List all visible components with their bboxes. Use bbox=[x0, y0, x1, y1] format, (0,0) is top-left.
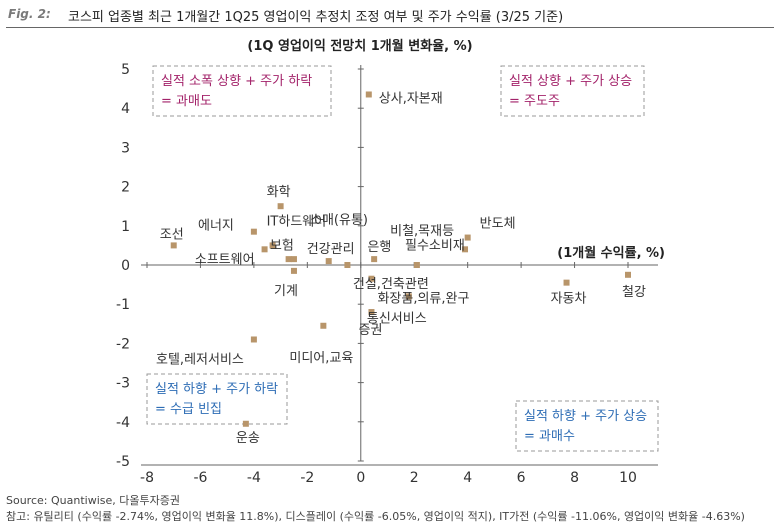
quadrant-note-box-bottom-right bbox=[515, 400, 659, 452]
x-tick-label: 4 bbox=[463, 470, 472, 486]
scatter-point bbox=[371, 256, 378, 263]
point-label: 건설,건축관련 bbox=[353, 277, 429, 292]
point-label: 소매(유통) bbox=[310, 213, 368, 228]
figure-label: Fig. 2: bbox=[8, 7, 51, 21]
x-tick-label: -4 bbox=[247, 470, 261, 486]
point-label: 조선 bbox=[160, 227, 184, 242]
scatter-point bbox=[285, 256, 292, 263]
y-tick-label: 3 bbox=[121, 140, 130, 156]
y-tick-label: -4 bbox=[116, 415, 130, 431]
point-label: 상사,자본재 bbox=[379, 91, 443, 106]
point-label: 화학 bbox=[267, 185, 291, 200]
header-divider bbox=[6, 27, 774, 28]
quadrant-notes-layer: 실적 소폭 상향 + 주가 하락 = 과매도 실적 상향 + 주가 상승 = 주도주실… bbox=[146, 65, 659, 452]
x-tick-label: 10 bbox=[619, 470, 637, 486]
scatter-point bbox=[269, 242, 276, 249]
x-tick-label: 8 bbox=[570, 470, 579, 486]
scatter-point bbox=[320, 322, 327, 329]
scatter-point bbox=[250, 228, 257, 235]
quadrant-note-text: = 수급 빈집 bbox=[155, 402, 222, 417]
scatter-point bbox=[413, 262, 420, 268]
source-note: Source: Quantiwise, 다올투자증권 bbox=[6, 494, 180, 507]
figure-title: 코스피 업종별 최근 1개월간 1Q25 영업이익 추정치 조정 여부 및 주가… bbox=[68, 10, 564, 25]
point-label: IT하드웨어 bbox=[267, 214, 327, 229]
y-tick-label: -2 bbox=[116, 336, 130, 352]
scatter-point bbox=[242, 420, 249, 427]
x-tick-label: -8 bbox=[140, 470, 154, 486]
y-tick-label: 1 bbox=[121, 219, 130, 235]
quadrant-note-text: 실적 소폭 상향 + 주가 하락 bbox=[161, 74, 312, 89]
y-tick-label: 2 bbox=[121, 180, 130, 196]
quadrant-note-text: = 주도주 bbox=[509, 94, 560, 109]
y-tick-label: -1 bbox=[116, 297, 130, 313]
scatter-point bbox=[368, 275, 375, 282]
point-label: 기계 bbox=[274, 284, 298, 299]
quadrant-note-box-top-left bbox=[152, 65, 332, 117]
point-label: 에너지 bbox=[198, 219, 234, 234]
quadrant-note-box-top-right bbox=[500, 65, 645, 117]
point-label: 비철,목재등 bbox=[390, 224, 454, 239]
point-label: 통신서비스 bbox=[367, 311, 427, 326]
point-label: 철강 bbox=[622, 285, 646, 300]
point-label: 건강관리 bbox=[307, 242, 355, 257]
point-label: 필수소비재 bbox=[405, 238, 465, 253]
point-label: 증권 bbox=[359, 323, 383, 338]
axes-layer: (1Q 영업이익 전망치 1개월 변화율, %)543210-1-2-3-4-5… bbox=[116, 38, 665, 486]
y-tick-label: -5 bbox=[116, 454, 130, 470]
quadrant-note-text: 실적 상향 + 주가 상승 bbox=[509, 74, 632, 89]
point-label: 자동차 bbox=[551, 292, 587, 307]
point-label: 운송 bbox=[236, 431, 260, 446]
figure-header: Fig. 2: 코스피 업종별 최근 1개월간 1Q25 영업이익 추정치 조정… bbox=[8, 4, 772, 28]
reference-note: 참고: 유틸리티 (수익률 -2.74%, 영업이익 변화율 11.8%), 디… bbox=[6, 510, 745, 523]
scatter-point bbox=[365, 91, 372, 98]
y-tick-label: 0 bbox=[121, 258, 130, 274]
point-label: 미디어,교육 bbox=[289, 351, 353, 366]
quadrant-note-box-bottom-left bbox=[146, 373, 288, 425]
point-label: 호텔,레저서비스 bbox=[156, 352, 244, 367]
scatter-point bbox=[290, 256, 297, 263]
scatter-point bbox=[464, 234, 471, 241]
quadrant-note-text: 실적 하향 + 주가 하락 bbox=[155, 382, 278, 397]
scatter-point bbox=[290, 267, 297, 274]
scatter-point bbox=[277, 203, 284, 210]
y-axis-title: (1Q 영업이익 전망치 1개월 변화율, %) bbox=[247, 38, 472, 54]
y-tick-label: -3 bbox=[116, 376, 130, 392]
point-label: 보험 bbox=[270, 238, 294, 253]
x-tick-label: 0 bbox=[356, 470, 365, 486]
point-label: 반도체 bbox=[480, 217, 516, 232]
quadrant-note-text: = 과매도 bbox=[161, 94, 212, 109]
point-label: 화장품,의류,완구 bbox=[377, 292, 469, 307]
x-tick-label: -2 bbox=[300, 470, 314, 486]
scatter-point bbox=[368, 309, 375, 316]
scatter-point bbox=[563, 279, 570, 286]
points-layer bbox=[170, 91, 631, 427]
scatter-point bbox=[250, 336, 257, 343]
scatter-point bbox=[461, 246, 468, 253]
y-tick-label: 5 bbox=[121, 62, 130, 78]
quadrant-note-text: 실적 하향 + 주가 상승 bbox=[524, 409, 647, 424]
scatter-point bbox=[261, 246, 268, 253]
quadrant-note-text: = 과매수 bbox=[524, 429, 575, 444]
point-label: 소프트웨어 bbox=[195, 252, 255, 267]
scatter-point bbox=[405, 293, 412, 300]
x-tick-label: 2 bbox=[410, 470, 419, 486]
scatter-point bbox=[325, 258, 332, 265]
scatter-point bbox=[625, 271, 631, 278]
x-axis-title: (1개월 수익률, %) bbox=[557, 245, 665, 261]
x-tick-label: 6 bbox=[517, 470, 526, 486]
point-label: 은행 bbox=[367, 239, 391, 255]
scatter-chart: (1Q 영업이익 전망치 1개월 변화율, %)543210-1-2-3-4-5… bbox=[116, 38, 665, 486]
y-tick-label: 4 bbox=[121, 101, 130, 117]
scatter-point bbox=[170, 242, 177, 249]
scatter-point bbox=[344, 262, 351, 268]
x-tick-label: -6 bbox=[193, 470, 207, 486]
